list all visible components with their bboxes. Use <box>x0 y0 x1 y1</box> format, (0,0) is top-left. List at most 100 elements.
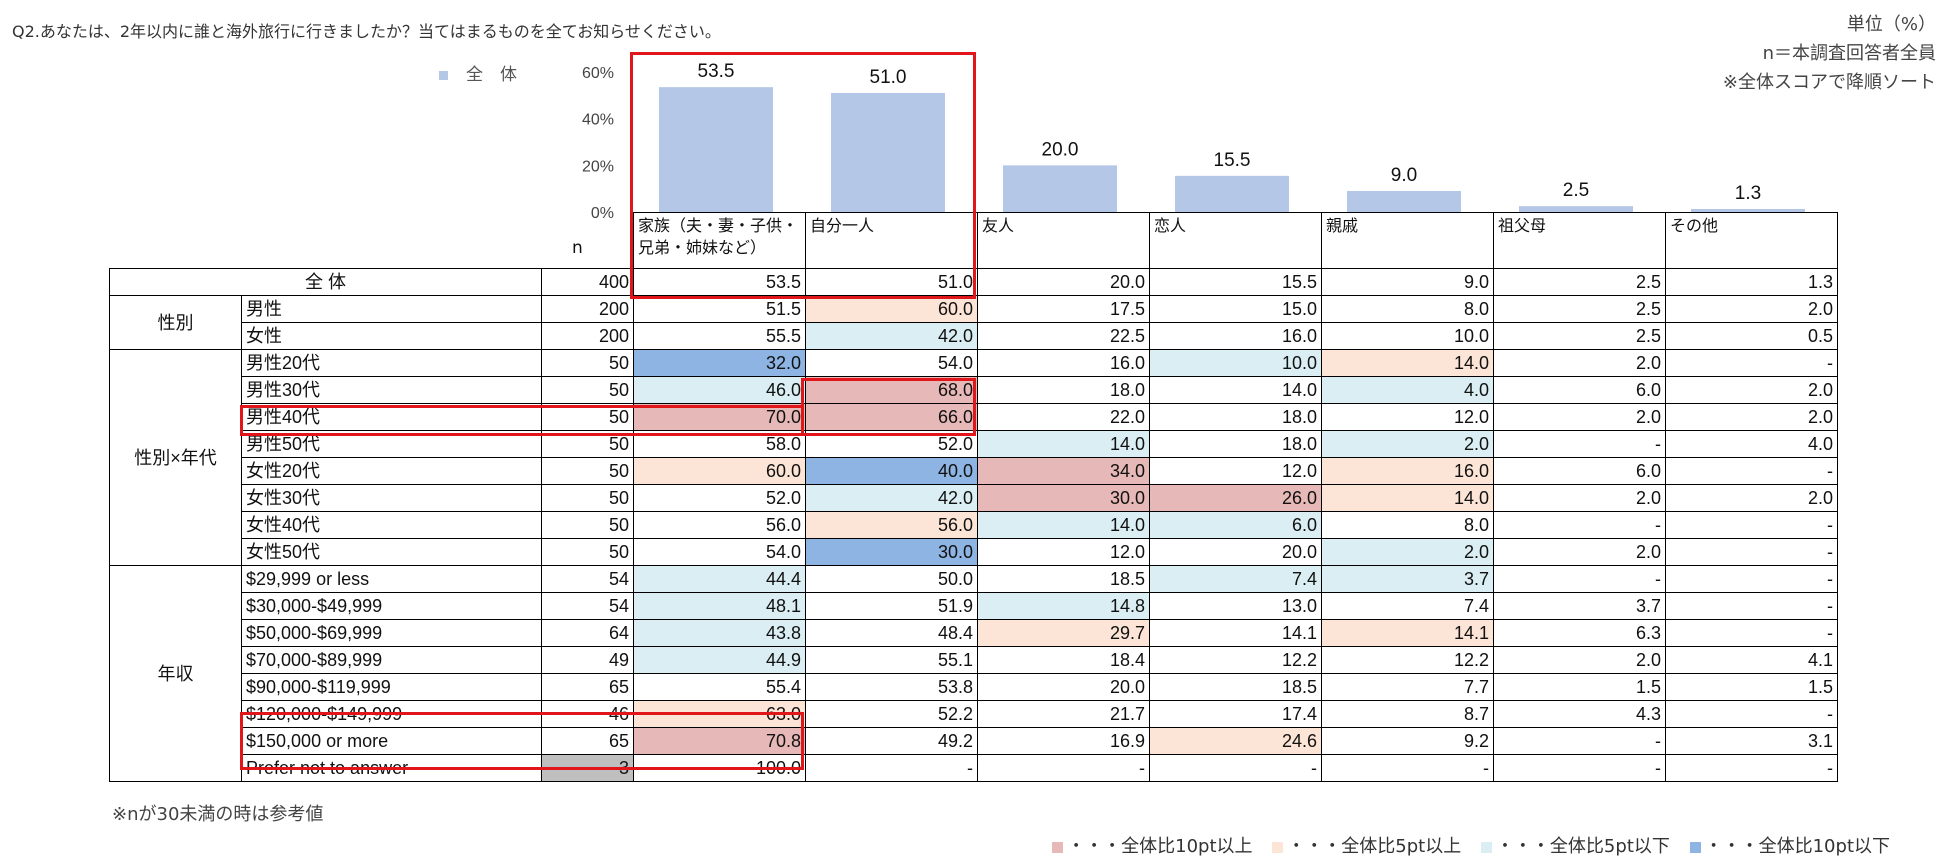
table-cell: 48.4 <box>805 619 978 647</box>
bar-value-label: 1.3 <box>1735 183 1761 204</box>
table-cell: 14.0 <box>1149 376 1322 404</box>
y-tick-label: 20% <box>582 158 614 175</box>
table-cell: 14.8 <box>977 592 1150 620</box>
table-cell: - <box>1493 754 1666 782</box>
table-cell: 14.0 <box>977 430 1150 458</box>
column-header: 祖父母 <box>1493 212 1666 269</box>
table-cell: 6.3 <box>1493 619 1666 647</box>
table-cell: 52.0 <box>805 430 978 458</box>
row-n: 50 <box>541 430 634 458</box>
bar-chart: 0%20%40%60% 53.5 51.020.0 15.59.02.5 1.3 <box>582 61 1805 222</box>
table-cell: 53.5 <box>633 268 806 296</box>
table-cell: - <box>1493 565 1666 593</box>
row-label: 男性50代 <box>241 430 542 458</box>
table-cell: 32.0 <box>633 349 806 377</box>
table-cell: 12.2 <box>1321 646 1494 674</box>
legend-label: 全 体 <box>466 65 517 85</box>
table-row: $90,000-$119,999 65 55.4 53.8 20.0 18.5 7.7 1.5… <box>110 673 1838 701</box>
table-cell: 1.5 <box>1665 673 1838 701</box>
table-cell: 7.7 <box>1321 673 1494 701</box>
table-cell: 14.0 <box>1321 349 1494 377</box>
group-label: 年収 <box>109 565 242 782</box>
table-cell: 34.0 <box>977 457 1150 485</box>
highlight-legend: ・・・全体比10pt以上 ・・・全体比5pt以上 ・・・全体比5pt以下 ・・・… <box>1038 832 1890 858</box>
table-cell: 22.0 <box>977 403 1150 431</box>
table-cell: 2.0 <box>1665 295 1838 323</box>
column-header-line: 祖父母 <box>1498 218 1547 235</box>
sample-note: n＝本調査回答者全員 <box>1762 43 1936 64</box>
table-cell: 26.0 <box>1149 484 1322 512</box>
table-cell: 9.0 <box>1321 268 1494 296</box>
legend-swatch-lo10 <box>1689 841 1701 853</box>
row-label: $90,000-$119,999 <box>241 673 542 701</box>
table-cell: 16.0 <box>977 349 1150 377</box>
table-cell: 13.0 <box>1149 592 1322 620</box>
table-row: $30,000-$49,999 54 48.1 51.9 14.8 13.0 7.4 3.7- <box>110 592 1838 620</box>
column-header: 恋人 <box>1149 212 1322 269</box>
table-row: 男性40代 50 70.0 66.0 22.0 18.0 12.0 2.0 2.0 <box>110 403 1838 431</box>
table-cell: - <box>1665 538 1838 566</box>
table-cell: 8.7 <box>1321 700 1494 728</box>
row-n: 46 <box>541 700 634 728</box>
table-cell: 2.0 <box>1665 484 1838 512</box>
table-cell: 51.5 <box>633 295 806 323</box>
table-row: 性別 男性 200 51.5 60.0 17.5 15.0 8.0 2.5 2.0 <box>109 295 1838 350</box>
table-cell: 70.0 <box>633 403 806 431</box>
table-cell: 14.0 <box>1321 484 1494 512</box>
table-cell: 2.5 <box>1493 268 1666 296</box>
table-cell: 10.0 <box>1321 322 1494 350</box>
column-header: 家族（夫・妻・子供・ 兄弟・姉妹など） <box>633 212 806 269</box>
table-cell: 17.4 <box>1149 700 1322 728</box>
table-cell: 18.0 <box>1149 403 1322 431</box>
column-header-line: 自分一人 <box>810 218 875 235</box>
table-cell: - <box>1665 700 1838 728</box>
row-label: $29,999 or less <box>241 565 542 593</box>
footnote: ※nが30未満の時は参考値 <box>112 804 324 825</box>
row-label: 女性 <box>241 322 542 350</box>
table-row: 女性 200 55.5 42.0 22.5 16.0 10.0 2.5 0.5 <box>110 322 1838 350</box>
table-cell: - <box>1665 511 1838 539</box>
bar-value-label: 9.0 <box>1391 165 1417 186</box>
table-row: 女性20代 50 60.0 40.0 34.0 12.0 16.0 6.0- <box>110 457 1838 485</box>
table-cell: 2.5 <box>1493 322 1666 350</box>
table-cell: 52.0 <box>633 484 806 512</box>
table-cell: - <box>1665 457 1838 485</box>
table-cell: 30.0 <box>977 484 1150 512</box>
table-cell: 68.0 <box>805 376 978 404</box>
table-row: $150,000 or more 65 70.8 49.2 16.9 24.6 9.2-3.… <box>110 727 1838 755</box>
table-cell: - <box>1665 349 1838 377</box>
table-cell: 44.9 <box>633 646 806 674</box>
table-cell: 20.0 <box>1149 538 1322 566</box>
row-label: 男性 <box>241 295 542 323</box>
table-cell: 52.2 <box>805 700 978 728</box>
legend-label-lo5: ・・・全体比5pt以下 <box>1495 836 1670 857</box>
bar <box>1175 175 1289 212</box>
table-row: $50,000-$69,999 64 43.8 48.4 29.7 14.1 14.1 6.3… <box>110 619 1838 647</box>
table-cell: 18.0 <box>1149 430 1322 458</box>
crosstab-table: 家族（夫・妻・子供・ 兄弟・姉妹など） 自分一人 友人 恋人 親戚 祖父母 その他全 体 400… <box>109 212 1838 782</box>
sort-note: ※全体スコアで降順ソート <box>1722 72 1936 93</box>
bar <box>1003 165 1117 212</box>
row-n: 50 <box>541 376 634 404</box>
table-cell: 42.0 <box>805 484 978 512</box>
row-label: 女性20代 <box>241 457 542 485</box>
y-tick-label: 60% <box>582 65 614 82</box>
table-cell: 40.0 <box>805 457 978 485</box>
table-cell: - <box>1665 619 1838 647</box>
table-cell: - <box>1493 430 1666 458</box>
table-row: 全 体 400 53.5 51.0 20.0 15.5 9.0 2.5 1.3 <box>109 268 1838 296</box>
row-label: Prefer not to answer <box>241 754 542 782</box>
table-cell: 56.0 <box>805 511 978 539</box>
table-cell: 2.0 <box>1493 403 1666 431</box>
table-cell: 6.0 <box>1493 457 1666 485</box>
table-cell: 10.0 <box>1149 349 1322 377</box>
header-blank <box>109 212 634 269</box>
row-n: 54 <box>541 565 634 593</box>
column-header: 親戚 <box>1321 212 1494 269</box>
table-cell: 55.1 <box>805 646 978 674</box>
table-cell: 4.0 <box>1321 376 1494 404</box>
table-cell: 56.0 <box>633 511 806 539</box>
table-cell: - <box>805 754 978 782</box>
table-row: 性別×年代 男性20代 50 32.0 54.0 16.0 10.0 14.0 2.0- <box>109 349 1838 566</box>
table-cell: 12.0 <box>1149 457 1322 485</box>
